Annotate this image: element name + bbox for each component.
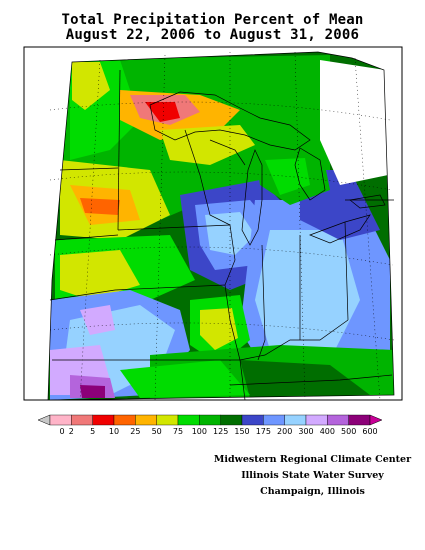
credit-organization: Midwestern Regional Climate Center <box>213 454 412 465</box>
legend-label: 300 <box>298 427 313 436</box>
legend-swatch <box>220 414 243 426</box>
graticule <box>49 51 395 401</box>
legend-label: 100 <box>192 427 207 436</box>
legend-label: 0 <box>59 427 64 436</box>
legend-label: 25 <box>130 427 140 436</box>
legend-arrow-low <box>37 414 51 426</box>
legend-label: 200 <box>277 427 292 436</box>
legend-swatch <box>263 414 285 426</box>
legend-swatch <box>284 414 307 426</box>
legend-label: 75 <box>173 427 183 436</box>
map-title-line1: Total Precipitation Percent of Mean <box>61 12 364 28</box>
precipitation-field <box>48 52 394 400</box>
credit-survey: Illinois State Water Survey <box>241 470 384 481</box>
legend-swatch <box>348 414 371 426</box>
legend-swatch <box>199 414 221 426</box>
legend-swatch <box>71 414 93 426</box>
legend-swatch <box>327 414 349 426</box>
legend-label: 175 <box>256 427 271 436</box>
legend-swatch <box>113 414 136 426</box>
legend-swatch <box>177 414 200 426</box>
map-title-line2: August 22, 2006 to August 31, 2006 <box>65 27 360 43</box>
legend-swatch <box>135 414 157 426</box>
legend-label: 150 <box>234 427 249 436</box>
legend-swatch <box>156 414 179 426</box>
legend-swatch <box>92 414 115 426</box>
legend-label: 400 <box>320 427 335 436</box>
legend-swatch <box>241 414 264 426</box>
state-boundaries <box>47 51 395 401</box>
legend-label: 10 <box>109 427 119 436</box>
legend-swatch <box>305 414 328 426</box>
legend-label: 600 <box>362 427 377 436</box>
legend-label: 500 <box>341 427 356 436</box>
legend-swatch <box>49 414 72 426</box>
credit-location: Champaign, Illinois <box>260 486 365 497</box>
legend-label: 125 <box>213 427 228 436</box>
legend-label: 2 <box>69 427 74 436</box>
legend-label: 50 <box>152 427 162 436</box>
legend-label: 5 <box>90 427 95 436</box>
legend-arrow-high <box>369 414 383 426</box>
legend: 0 2 5 10 25 50 75 100 125 150 175 200 300 400 500 600 <box>37 414 383 436</box>
